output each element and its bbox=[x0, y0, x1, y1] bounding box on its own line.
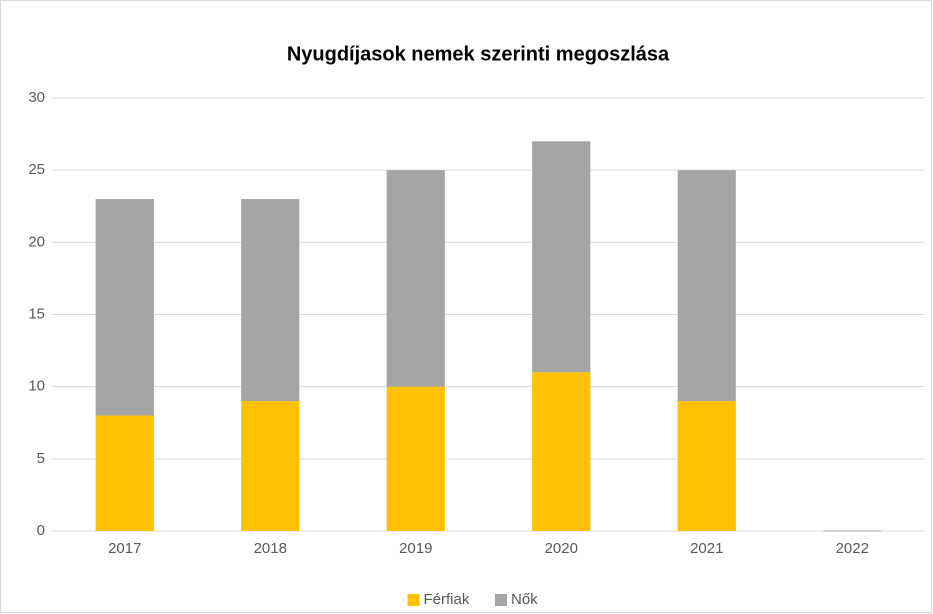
y-tick-label: 25 bbox=[28, 161, 45, 178]
bar-segment bbox=[532, 141, 591, 373]
y-tick-label: 30 bbox=[28, 89, 45, 106]
bar-segment bbox=[677, 401, 736, 531]
bar-segment bbox=[532, 372, 591, 531]
legend-label: Nők bbox=[511, 591, 538, 608]
x-tick-label: 2020 bbox=[545, 540, 578, 557]
x-tick-label: 2019 bbox=[399, 540, 432, 557]
y-tick-label: 10 bbox=[28, 378, 45, 395]
y-tick-label: 20 bbox=[28, 233, 45, 250]
y-tick-label: 5 bbox=[37, 450, 45, 467]
x-tick-label: 2021 bbox=[690, 540, 723, 557]
legend-swatch bbox=[495, 594, 507, 606]
y-tick-label: 0 bbox=[37, 522, 45, 539]
x-tick-label: 2017 bbox=[108, 540, 141, 557]
bar-segment bbox=[95, 415, 154, 531]
chart-title: Nyugdíjasok nemek szerinti megoszlása bbox=[287, 43, 670, 65]
y-tick-label: 15 bbox=[28, 305, 45, 322]
legend-label: Férfiak bbox=[424, 591, 470, 608]
bar-segment bbox=[241, 401, 300, 531]
x-tick-label: 2018 bbox=[254, 540, 287, 557]
bar-segment bbox=[95, 199, 154, 416]
bar-segment bbox=[241, 199, 300, 402]
bar-segment bbox=[677, 170, 736, 402]
legend-swatch bbox=[407, 594, 420, 606]
bar-segment bbox=[386, 170, 445, 387]
x-tick-label: 2022 bbox=[836, 540, 869, 557]
bar-segment bbox=[386, 386, 445, 531]
